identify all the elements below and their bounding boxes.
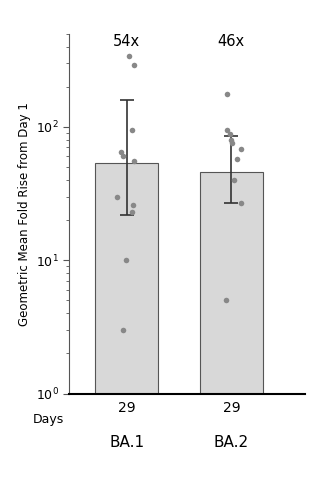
Point <box>224 126 229 133</box>
Bar <box>200 172 263 394</box>
Point <box>119 148 124 156</box>
Point <box>229 136 234 144</box>
Point <box>127 52 132 60</box>
Point <box>225 91 230 98</box>
Text: BA.2: BA.2 <box>214 435 249 450</box>
Point <box>228 131 233 138</box>
Bar <box>95 163 158 394</box>
Point <box>231 176 236 184</box>
Point <box>234 156 239 163</box>
Point <box>120 153 125 160</box>
Point <box>238 145 243 153</box>
Point <box>123 256 128 264</box>
Point <box>121 326 126 334</box>
Point <box>115 193 120 201</box>
Y-axis label: Geometric Mean Fold Rise from Day 1: Geometric Mean Fold Rise from Day 1 <box>19 102 31 325</box>
Text: 54x: 54x <box>113 35 140 49</box>
Point <box>131 157 136 165</box>
Point <box>130 208 135 216</box>
Point <box>230 140 235 147</box>
Text: Days: Days <box>33 413 64 426</box>
Point <box>224 297 229 304</box>
Point <box>129 126 134 133</box>
Point <box>130 201 135 209</box>
Text: BA.1: BA.1 <box>109 435 144 450</box>
Point <box>132 61 137 69</box>
Text: 46x: 46x <box>218 35 245 49</box>
Point <box>238 199 243 206</box>
